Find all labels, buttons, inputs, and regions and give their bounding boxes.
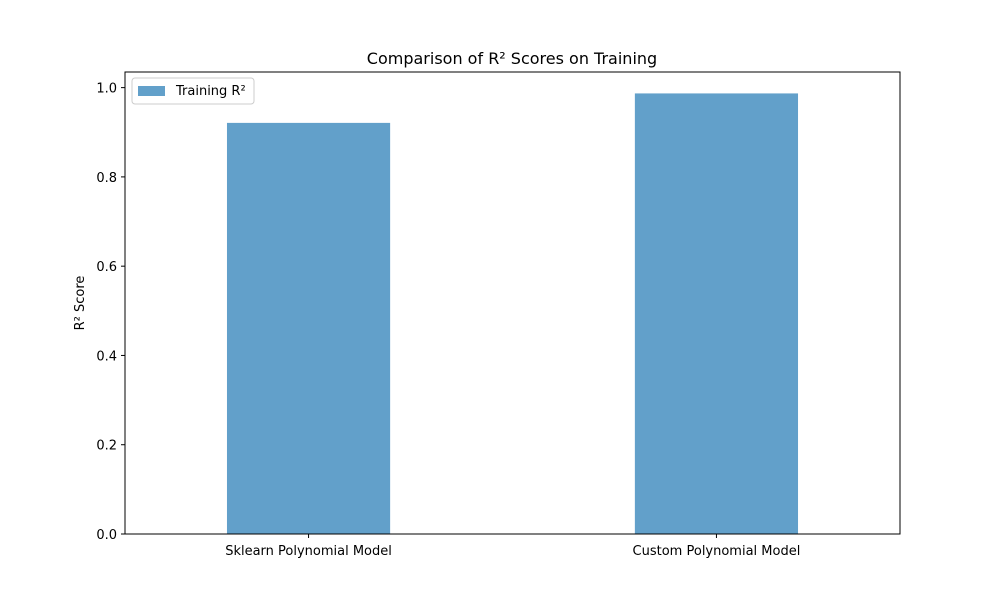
- y-tick-label: 1.0: [96, 82, 117, 97]
- x-tick-label: Sklearn Polynomial Model: [225, 544, 392, 559]
- legend-label: Training R²: [175, 84, 246, 99]
- x-axis: Sklearn Polynomial Model Custom Polynomia…: [225, 534, 800, 559]
- bar-1: [634, 93, 799, 534]
- y-axis-label: R² Score: [73, 276, 88, 331]
- plot-frame: [124, 71, 901, 535]
- bars-group: [226, 93, 799, 534]
- chart-title: Comparison of R² Scores on Training: [367, 49, 657, 68]
- legend-box: [131, 77, 255, 105]
- y-tick-label: 0.6: [96, 260, 117, 275]
- y-axis: 0.0 0.2 0.4 0.6 0.8 1.0: [96, 82, 125, 543]
- y-tick-label: 0.4: [96, 349, 117, 364]
- legend-swatch: [138, 86, 165, 96]
- x-tick-label: Custom Polynomial Model: [633, 544, 801, 559]
- legend: Training R²: [131, 77, 255, 105]
- y-tick-label: 0.2: [96, 439, 117, 454]
- y-tick-label: 0.8: [96, 171, 117, 186]
- bar-0: [226, 122, 391, 534]
- y-tick-label: 0.0: [96, 528, 117, 543]
